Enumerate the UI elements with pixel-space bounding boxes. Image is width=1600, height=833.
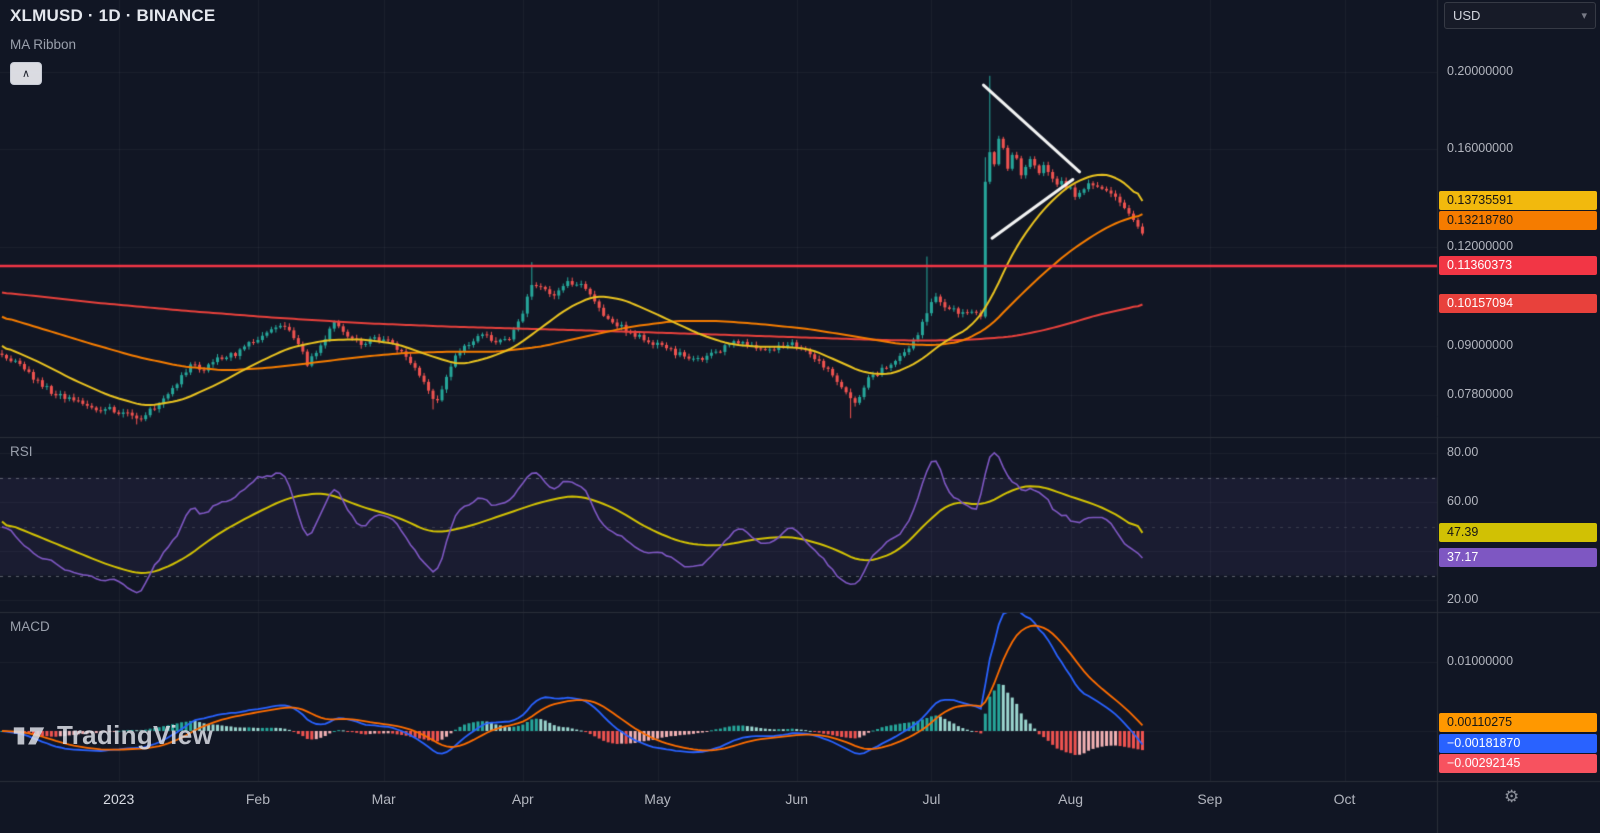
time-axis-label: Mar [371,791,396,807]
settings-gear-icon[interactable]: ⚙ [1504,787,1520,806]
price-axis-label: 0.09000000 [1447,337,1514,352]
price-axis-label: 0.16000000 [1447,140,1514,155]
watermark-text: TradingView [57,719,213,750]
chevron-down-icon: ▾ [1581,10,1587,22]
rsi-value-badge: 37.17 [1439,547,1597,567]
ma-slow-price-badge: 0.13218780 [1439,210,1597,230]
chart-legend: XLMUSD · 1D · BINANCE MA Ribbon ∧ [10,6,215,85]
chevron-up-icon: ∧ [21,68,31,80]
time-axis-label: Oct [1333,791,1356,807]
rsi-axis-label: 80.00 [1447,445,1479,459]
rsi-axis-label: 20.00 [1447,592,1479,606]
time-axis-label: Feb [245,791,270,807]
collapse-pane-button[interactable]: ∧ [10,62,42,85]
indicator-ma-ribbon-label[interactable]: MA Ribbon [10,37,77,52]
tradingview-watermark: TradingView [10,716,213,754]
rsi-pane-label[interactable]: RSI [10,444,33,459]
currency-value: USD [1453,8,1481,23]
price-axis-label: 0.12000000 [1447,239,1514,254]
rsi-ma-badge: 47.39 [1439,522,1597,542]
rsi-axis-label: 60.00 [1447,494,1479,508]
symbol-title[interactable]: XLMUSD · 1D · BINANCE [10,6,216,25]
time-scale[interactable]: ⚙ 2023 Feb Mar Apr May Jun Jul Aug Sep Oct [0,781,1600,833]
time-axis-label: Jun [785,791,809,807]
time-axis-label: Aug [1058,791,1084,807]
ma-fast-price-badge: 0.13735591 [1439,190,1597,210]
macd-line-badge: −0.00181870 [1439,733,1597,753]
time-axis-label: Sep [1197,791,1223,807]
macd-signal-badge: 0.00110275 [1439,713,1597,733]
time-axis-label: Jul [922,791,941,807]
time-axis-label: Apr [511,791,534,807]
tradingview-logo-icon [13,727,45,745]
price-scale[interactable]: 0.20000000 0.16000000 0.12000000 0.09000000… [1437,0,1600,781]
macd-axis-label: 0.01000000 [1447,654,1514,668]
macd-pane-label[interactable]: MACD [10,619,50,634]
time-axis-label: May [644,791,671,807]
price-axis-label: 0.20000000 [1447,64,1514,78]
price-axis-label: 0.07800000 [1447,387,1514,402]
time-axis-label: 2023 [103,791,135,807]
macd-hist-badge: −0.00292145 [1439,753,1597,773]
currency-selector[interactable]: USD ▾ [1444,2,1596,29]
ma-long-price-badge: 0.10157094 [1439,294,1597,314]
horizontal-line-price-badge: 0.11360373 [1439,256,1597,276]
